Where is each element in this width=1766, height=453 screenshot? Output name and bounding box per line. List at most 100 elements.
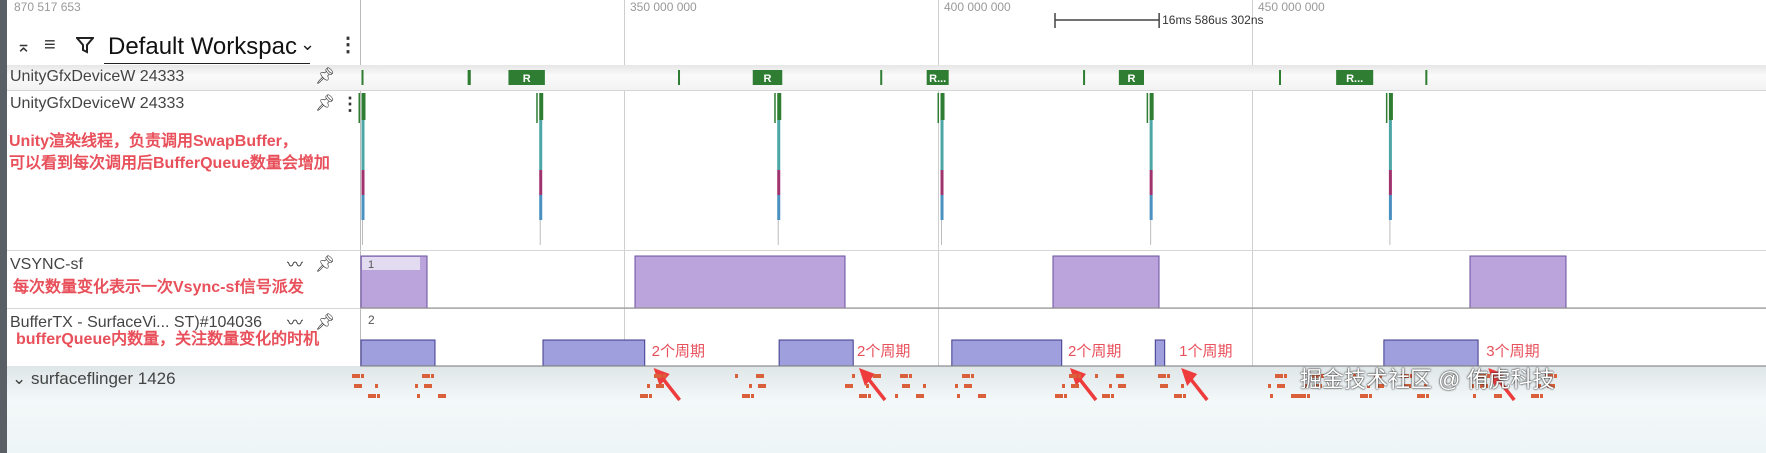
offset-label: 870 517 653 — [14, 0, 81, 14]
process-slice — [900, 374, 908, 378]
process-slice — [756, 374, 764, 378]
buffertx-segment — [360, 339, 436, 367]
slice-label: R... — [929, 73, 946, 85]
workspace-name: Default Workspac — [108, 33, 297, 60]
process-slice — [649, 394, 652, 398]
slice-label: R... — [1346, 73, 1363, 85]
process-slice — [361, 374, 364, 378]
process-slice — [1554, 374, 1557, 378]
process-slice — [1062, 384, 1065, 388]
left-edge-bar — [0, 0, 7, 453]
process-slice — [1538, 384, 1541, 388]
period-note: 1个周期 — [1179, 343, 1233, 360]
thread-track-name: UnityGfxDeviceW 24333 — [10, 95, 185, 112]
process-slice — [957, 394, 960, 398]
process-slice — [866, 384, 869, 388]
pinned-track-name: UnityGfxDeviceW 24333 — [10, 68, 185, 85]
arrow-head — [858, 368, 875, 386]
process-row[interactable] — [7, 366, 1766, 453]
thread-stack-slice — [940, 195, 944, 220]
time-tick-label: 350 000 000 — [630, 0, 697, 14]
process-slice — [654, 374, 662, 378]
surfaceflinger-process[interactable]: ⌄ surfaceflinger 1426 — [12, 369, 176, 389]
chevron-down-icon: ⌄ — [300, 34, 316, 54]
process-slice — [1275, 374, 1283, 378]
time-tick-label: 450 000 000 — [1258, 0, 1325, 14]
thread-stack-slice — [940, 93, 945, 120]
pin-icon[interactable]: 📌︎ — [315, 68, 336, 85]
process-slice — [1118, 384, 1126, 388]
thread-stack-slice — [1146, 93, 1149, 123]
more-vert-icon[interactable]: ⋮ — [338, 34, 358, 56]
process-slice — [1417, 394, 1425, 398]
process-slice — [852, 374, 855, 378]
pin-icon[interactable]: 📌︎ — [315, 314, 336, 331]
filter-icon[interactable] — [74, 36, 96, 57]
thread-slice — [1118, 70, 1144, 85]
process-slice — [1494, 394, 1502, 398]
workspace-selector[interactable]: Default Workspac ⌄ — [104, 32, 315, 64]
process-slice — [417, 394, 420, 398]
process-slice — [1158, 374, 1166, 378]
slice-label: R — [764, 73, 772, 85]
thread-stack-slice — [1149, 195, 1153, 220]
process-slice — [1305, 384, 1308, 388]
process-slice — [1307, 394, 1310, 398]
process-slice — [1471, 384, 1474, 388]
process-slice — [1547, 384, 1555, 388]
pin-icon[interactable]: 📌︎ — [315, 95, 336, 112]
thread-stack-slice — [539, 120, 543, 170]
process-slice — [647, 384, 650, 388]
process-slice — [1183, 394, 1186, 398]
thread-stack-slice — [361, 195, 365, 220]
process-slice — [1160, 384, 1168, 388]
period-note: 2个周期 — [1067, 343, 1122, 360]
collapse-expand-icon[interactable]: ⌅ — [16, 36, 32, 56]
process-slice — [1531, 394, 1539, 398]
process-slice — [1298, 394, 1306, 398]
process-slice — [352, 374, 360, 378]
watermark: 掘金技术社区 @ 侑虎科技 — [1300, 367, 1555, 392]
process-slice — [1478, 374, 1486, 378]
chart-line-icon[interactable]: 〰 — [287, 315, 304, 332]
process-slice — [909, 374, 912, 378]
thread-stack-slice — [539, 93, 544, 120]
process-slice — [415, 384, 418, 388]
process-slice — [1055, 394, 1063, 398]
process-slice — [1473, 394, 1476, 398]
thread-stack-slice — [358, 93, 361, 123]
thread-stack-slice — [1149, 170, 1153, 195]
process-slice — [1426, 394, 1429, 398]
process-slice — [1480, 384, 1488, 388]
pin-icon[interactable]: 📌︎ — [315, 256, 336, 273]
thread-stack-slice — [1388, 120, 1392, 170]
thread-stack-slice — [539, 170, 543, 195]
process-slice — [1111, 394, 1114, 398]
sort-icon[interactable]: ≡ — [44, 34, 56, 56]
chart-line-icon[interactable]: 〰 — [287, 257, 304, 274]
more-vert-icon[interactable]: ⋮ — [341, 94, 359, 114]
process-slice — [375, 384, 378, 388]
thread-stack-slice — [777, 170, 781, 195]
thread-stack-slice — [774, 93, 776, 123]
process-slice — [1270, 394, 1273, 398]
process-slice — [1277, 384, 1285, 388]
thread-annotation-1: Unity渲染线程，负责调用SwapBuffer， — [9, 133, 298, 150]
arrow-head — [1069, 368, 1086, 386]
process-slice — [1424, 384, 1427, 388]
buffertx-max-label: 2 — [368, 313, 375, 327]
process-slice — [1401, 374, 1409, 378]
gridline — [938, 0, 939, 453]
process-slice — [902, 384, 910, 388]
process-slice — [1071, 384, 1079, 388]
process-slice — [923, 384, 926, 388]
thread-stack-slice — [539, 195, 543, 220]
process-slice — [895, 394, 898, 398]
gridline — [624, 0, 625, 453]
time-tick-label: 400 000 000 — [944, 0, 1011, 14]
buffertx-segment — [542, 339, 646, 367]
buffertx-annotation: bufferQueue内数量，关注数量变化的时机 — [16, 331, 320, 348]
measure-label: 16ms 586us 302ns — [1162, 13, 1263, 27]
